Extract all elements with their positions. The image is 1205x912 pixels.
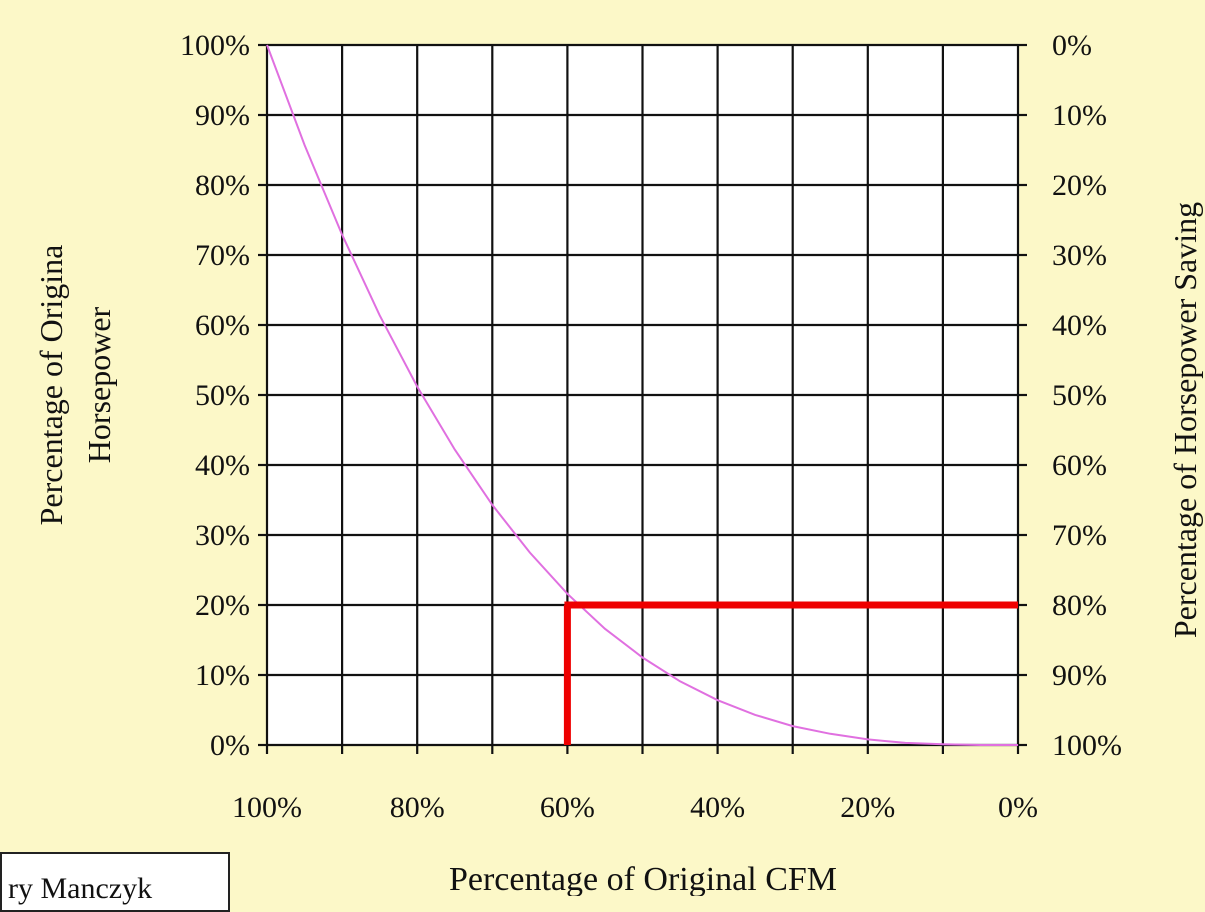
highlight-layer [563, 601, 1018, 745]
name-box-text: ry Manczyk [8, 872, 153, 905]
y-tick-label-right: 70% [1052, 519, 1107, 552]
y-tick-label-left: 20% [195, 589, 250, 622]
y-tick-label-left: 10% [195, 659, 250, 692]
name-box: ry Manczyk [0, 852, 230, 912]
y-tick-label-left: 100% [180, 29, 250, 62]
y-axis-title-left-line1: Percentage of Origina [33, 245, 69, 526]
x-tick-label: 40% [690, 791, 745, 824]
x-tick-label: 100% [232, 791, 302, 824]
y-tick-label-left: 0% [210, 729, 250, 762]
y-tick-label-right: 100% [1052, 729, 1122, 762]
y-axis-title-right: Percentage of Horsepower Saving [1167, 202, 1203, 638]
y-tick-label-left: 50% [195, 379, 250, 412]
x-tick-label: 80% [390, 791, 445, 824]
series-layer [266, 44, 1018, 746]
x-tick-label: 0% [998, 791, 1038, 824]
x-tick-label: 20% [840, 791, 895, 824]
x-tick-label: 60% [540, 791, 595, 824]
y-tick-label-left: 30% [195, 519, 250, 552]
y-tick-label-right: 60% [1052, 449, 1107, 482]
y-tick-label-right: 10% [1052, 99, 1107, 132]
y-axis-title-left-line2: Horsepower [81, 306, 117, 463]
x-axis-title: Percentage of Original CFM [449, 861, 837, 896]
y-tick-label-right: 90% [1052, 659, 1107, 692]
y-tick-label-right: 80% [1052, 589, 1107, 622]
tick-labels: 100% 80% 60% 40% 20% 0% 100% 90% 80% 70% 60% 50% 40%… [180, 29, 1122, 824]
y-tick-label-left: 60% [195, 309, 250, 342]
y-tick-label-right: 20% [1052, 169, 1107, 202]
y-tick-label-right: 30% [1052, 239, 1107, 272]
y-tick-label-right: 50% [1052, 379, 1107, 412]
axis-ticks [258, 43, 1027, 754]
y-tick-label-left: 80% [195, 169, 250, 202]
series-line [266, 44, 1018, 746]
y-tick-label-left: 90% [195, 99, 250, 132]
y-tick-label-right: 40% [1052, 309, 1107, 342]
y-tick-label-right: 0% [1052, 29, 1092, 62]
y-tick-label-left: 70% [195, 239, 250, 272]
y-tick-label-left: 40% [195, 449, 250, 482]
